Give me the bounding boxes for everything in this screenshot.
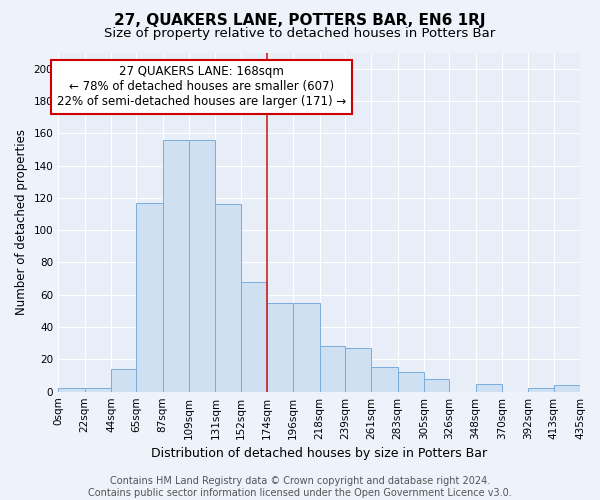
Bar [320,346,345,392]
Bar [345,348,371,392]
Bar [293,303,320,392]
Bar [189,140,215,392]
Bar [163,140,189,392]
Bar [580,387,600,392]
Bar [85,388,111,392]
Bar [267,303,293,392]
Bar [111,369,136,392]
Text: Size of property relative to detached houses in Potters Bar: Size of property relative to detached ho… [104,28,496,40]
Bar [529,388,554,392]
Bar [241,282,267,392]
Bar [371,368,398,392]
Bar [554,385,580,392]
Bar [476,384,502,392]
Bar [58,388,85,392]
Text: Contains HM Land Registry data © Crown copyright and database right 2024.
Contai: Contains HM Land Registry data © Crown c… [88,476,512,498]
Text: 27, QUAKERS LANE, POTTERS BAR, EN6 1RJ: 27, QUAKERS LANE, POTTERS BAR, EN6 1RJ [114,12,486,28]
Bar [215,204,241,392]
Bar [136,202,163,392]
Text: 27 QUAKERS LANE: 168sqm
← 78% of detached houses are smaller (607)
22% of semi-d: 27 QUAKERS LANE: 168sqm ← 78% of detache… [57,66,346,108]
Y-axis label: Number of detached properties: Number of detached properties [15,129,28,315]
Bar [398,372,424,392]
X-axis label: Distribution of detached houses by size in Potters Bar: Distribution of detached houses by size … [151,447,487,460]
Bar [424,379,449,392]
